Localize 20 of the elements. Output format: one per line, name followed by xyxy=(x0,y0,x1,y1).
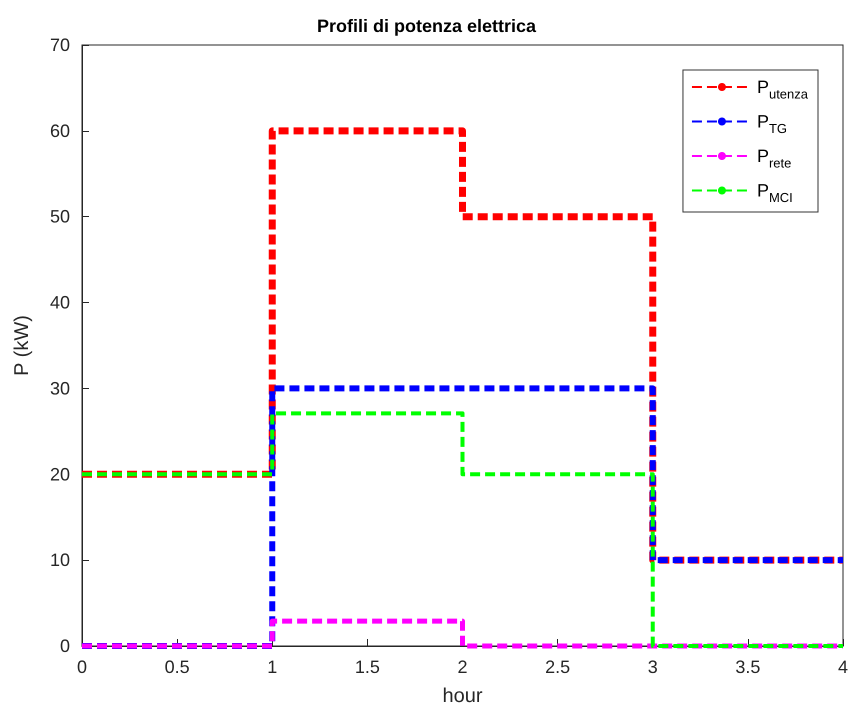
x-tick-label: 2.5 xyxy=(545,657,570,677)
x-tick-label: 2 xyxy=(457,657,468,677)
x-tick-label: 4 xyxy=(838,657,848,677)
y-tick-label: 10 xyxy=(50,550,70,570)
y-tick-label: 0 xyxy=(60,636,70,656)
x-tick-label: 1 xyxy=(267,657,278,677)
x-tick-label: 0.5 xyxy=(164,657,190,677)
y-tick-label: 70 xyxy=(50,35,70,55)
y-axis-title: P (kW) xyxy=(11,315,33,376)
x-axis-title: hour xyxy=(442,685,483,707)
y-tick-label: 20 xyxy=(50,464,70,484)
x-tick-label: 0 xyxy=(76,657,88,677)
y-tick-label: 60 xyxy=(50,120,70,141)
y-tick-label: 50 xyxy=(50,206,70,227)
x-tick-label: 3.5 xyxy=(735,657,760,677)
y-tick-label: 40 xyxy=(50,292,70,313)
chart-title: Profili di potenza elettrica xyxy=(316,16,538,36)
x-tick-label: 1.5 xyxy=(354,657,380,677)
y-tick-label: 30 xyxy=(50,378,70,398)
x-tick-label: 3 xyxy=(648,657,658,677)
